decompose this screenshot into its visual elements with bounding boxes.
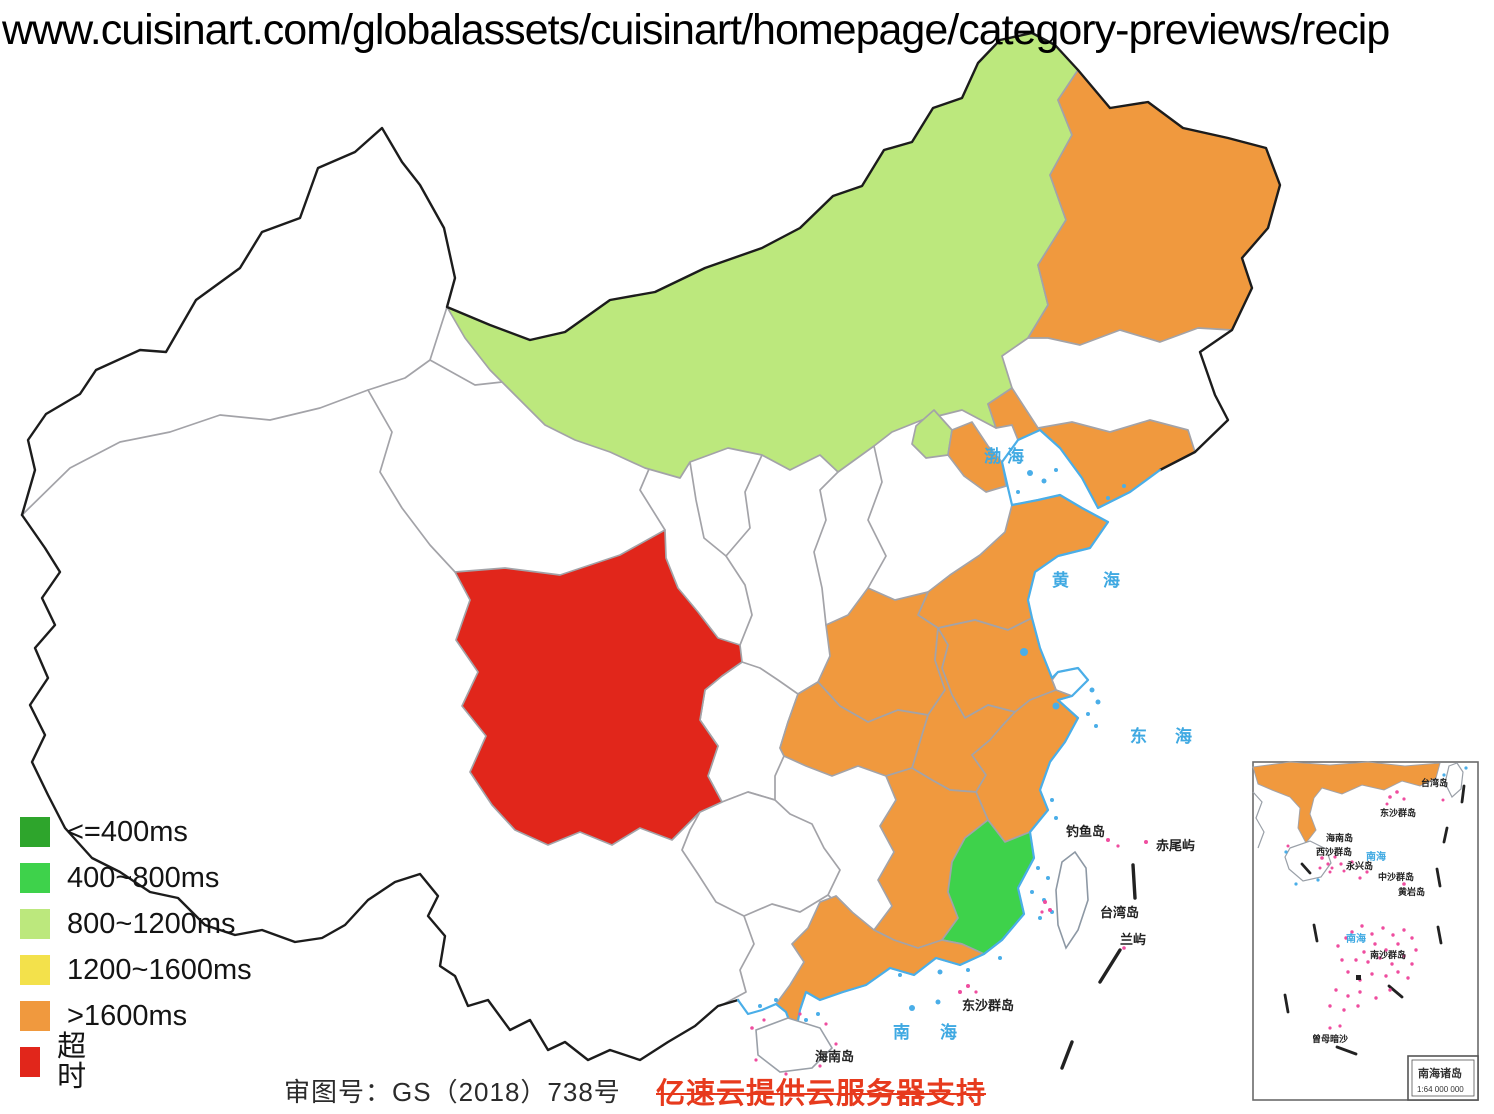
legend-swatch-gt1600 — [20, 1001, 50, 1031]
border-tibet-qinghai — [367, 389, 456, 573]
border-gansu-shaanxi — [725, 555, 753, 646]
inset-map: 台湾岛 东沙群岛 海南岛 西沙群岛 永兴岛 中沙群岛 黄岩岛 南沙群岛 曾母暗沙… — [1252, 761, 1479, 1101]
url-overlay-text: www.cuisinart.com/globalassets/cuisinart… — [2, 6, 1390, 54]
water-specks — [758, 468, 1126, 1022]
border-ningxia-west — [689, 461, 727, 557]
island-label-diaoyudao: 钓鱼岛 — [1066, 824, 1105, 839]
legend-item-gt1600: >1600ms — [20, 1001, 187, 1031]
legend-item-400-800: 400~800ms — [20, 863, 219, 893]
legend-item-800-1200: 800~1200ms — [20, 909, 236, 939]
island-hainan — [755, 1017, 834, 1073]
inset-hainan — [1284, 840, 1332, 882]
legend-item-1200-1600: 1200~1600ms — [20, 955, 252, 985]
inset-label-taiwandao: 台湾岛 — [1421, 777, 1448, 788]
legend-swatch-timeout — [20, 1047, 41, 1077]
legend-label-1200-1600: 1200~1600ms — [67, 954, 252, 986]
island-taiwan — [1055, 850, 1089, 950]
island-label-dongshaqundao: 东沙群岛 — [962, 998, 1014, 1013]
legend-label-timeout: 超时 — [57, 1031, 87, 1093]
inset-label-zengmuansha: 曾母暗沙 — [1312, 1033, 1348, 1044]
sea-label-donghai: 东海 — [1130, 726, 1220, 746]
sea-label-nanhai: 南海 — [893, 1022, 987, 1042]
legend-item-le400: <=400ms — [20, 817, 188, 847]
island-label-taiwandao: 台湾岛 — [1100, 905, 1139, 920]
border-yunnan-guangxi — [719, 915, 755, 1007]
inset-blue-specks — [1284, 766, 1468, 886]
boundary-north — [20, 31, 1282, 517]
coastline — [736, 428, 1162, 1038]
inset-label-huangyandao: 黄岩岛 — [1398, 886, 1425, 897]
legend-label-400-800: 400~800ms — [67, 862, 220, 894]
legend-label-800-1200: 800~1200ms — [67, 908, 236, 940]
province-heilongjiang — [1027, 69, 1281, 346]
legend-item-timeout: 超时 — [20, 1032, 96, 1092]
inset-scale: 1:64 000 000 — [1417, 1085, 1464, 1094]
inset-label-dongshaqundao: 东沙群岛 — [1380, 807, 1416, 818]
national-boundary — [20, 31, 1282, 1062]
dash-line-segments — [1060, 863, 1137, 1070]
province-hubei — [779, 681, 929, 777]
province-sichuan — [454, 529, 743, 846]
inset-taiwan — [1444, 762, 1464, 798]
legend-label-gt1600: >1600ms — [67, 1000, 188, 1032]
island-label-chiweiyu: 赤尾屿 — [1156, 838, 1195, 853]
border-xinjiang-south — [21, 306, 448, 516]
island-label-hainandao: 海南岛 — [815, 1049, 854, 1064]
boundary-southwest — [20, 513, 740, 1062]
legend-swatch-800-1200 — [20, 909, 50, 939]
province-tianjin — [947, 421, 1007, 493]
inset-west-coastline — [1252, 791, 1265, 849]
footer-license: 审图号：GS（2018）738号 — [284, 1077, 621, 1107]
inset-sea-label-nanhai-upper: 南海 — [1366, 850, 1386, 863]
island-label-lanyu: 兰屿 — [1120, 932, 1146, 947]
colored-provinces — [446, 32, 1281, 1037]
border-ningxia-east — [725, 454, 763, 557]
legend-swatch-1200-1600 — [20, 955, 50, 985]
province-guizhou — [681, 791, 841, 917]
province-inner-mongolia — [446, 32, 1079, 479]
inset-label-nanshaqundao: 南沙群岛 — [1370, 949, 1406, 960]
inset-label-zhongshaqundao: 中沙群岛 — [1378, 871, 1414, 882]
inset-frame — [1252, 761, 1479, 1101]
border-shaanxi-shanxi — [813, 471, 839, 626]
border-shanxi-hebei — [867, 445, 887, 589]
inset-sea-label-nanhai-lower: 南海 — [1346, 932, 1366, 945]
inset-pink-islands — [1286, 790, 1445, 1030]
legend-swatch-400-800 — [20, 863, 50, 893]
inset-label-xishaqundao: 西沙群岛 — [1316, 846, 1352, 857]
sea-label-huanghai: 黄海 — [1052, 570, 1154, 590]
inset-dash-line — [1283, 784, 1466, 1056]
legend-swatch-le400 — [20, 817, 50, 847]
footer-promo: 亿速云提供云服务器支持 — [656, 1078, 987, 1110]
inset-label-hainandao: 海南岛 — [1326, 832, 1353, 843]
pink-island-specks — [750, 838, 1148, 1076]
inset-title: 南海诸岛 — [1418, 1066, 1462, 1080]
inset-label-yongxingdao: 永兴岛 — [1345, 860, 1373, 871]
legend-label-le400: <=400ms — [67, 816, 188, 848]
inset-black-reef — [1356, 975, 1361, 980]
inset-title-box: 南海诸岛 1:64 000 000 — [1407, 1055, 1479, 1101]
sea-label-bohai: 渤海 — [984, 446, 1030, 466]
inset-guangdong-coast — [1252, 761, 1441, 844]
